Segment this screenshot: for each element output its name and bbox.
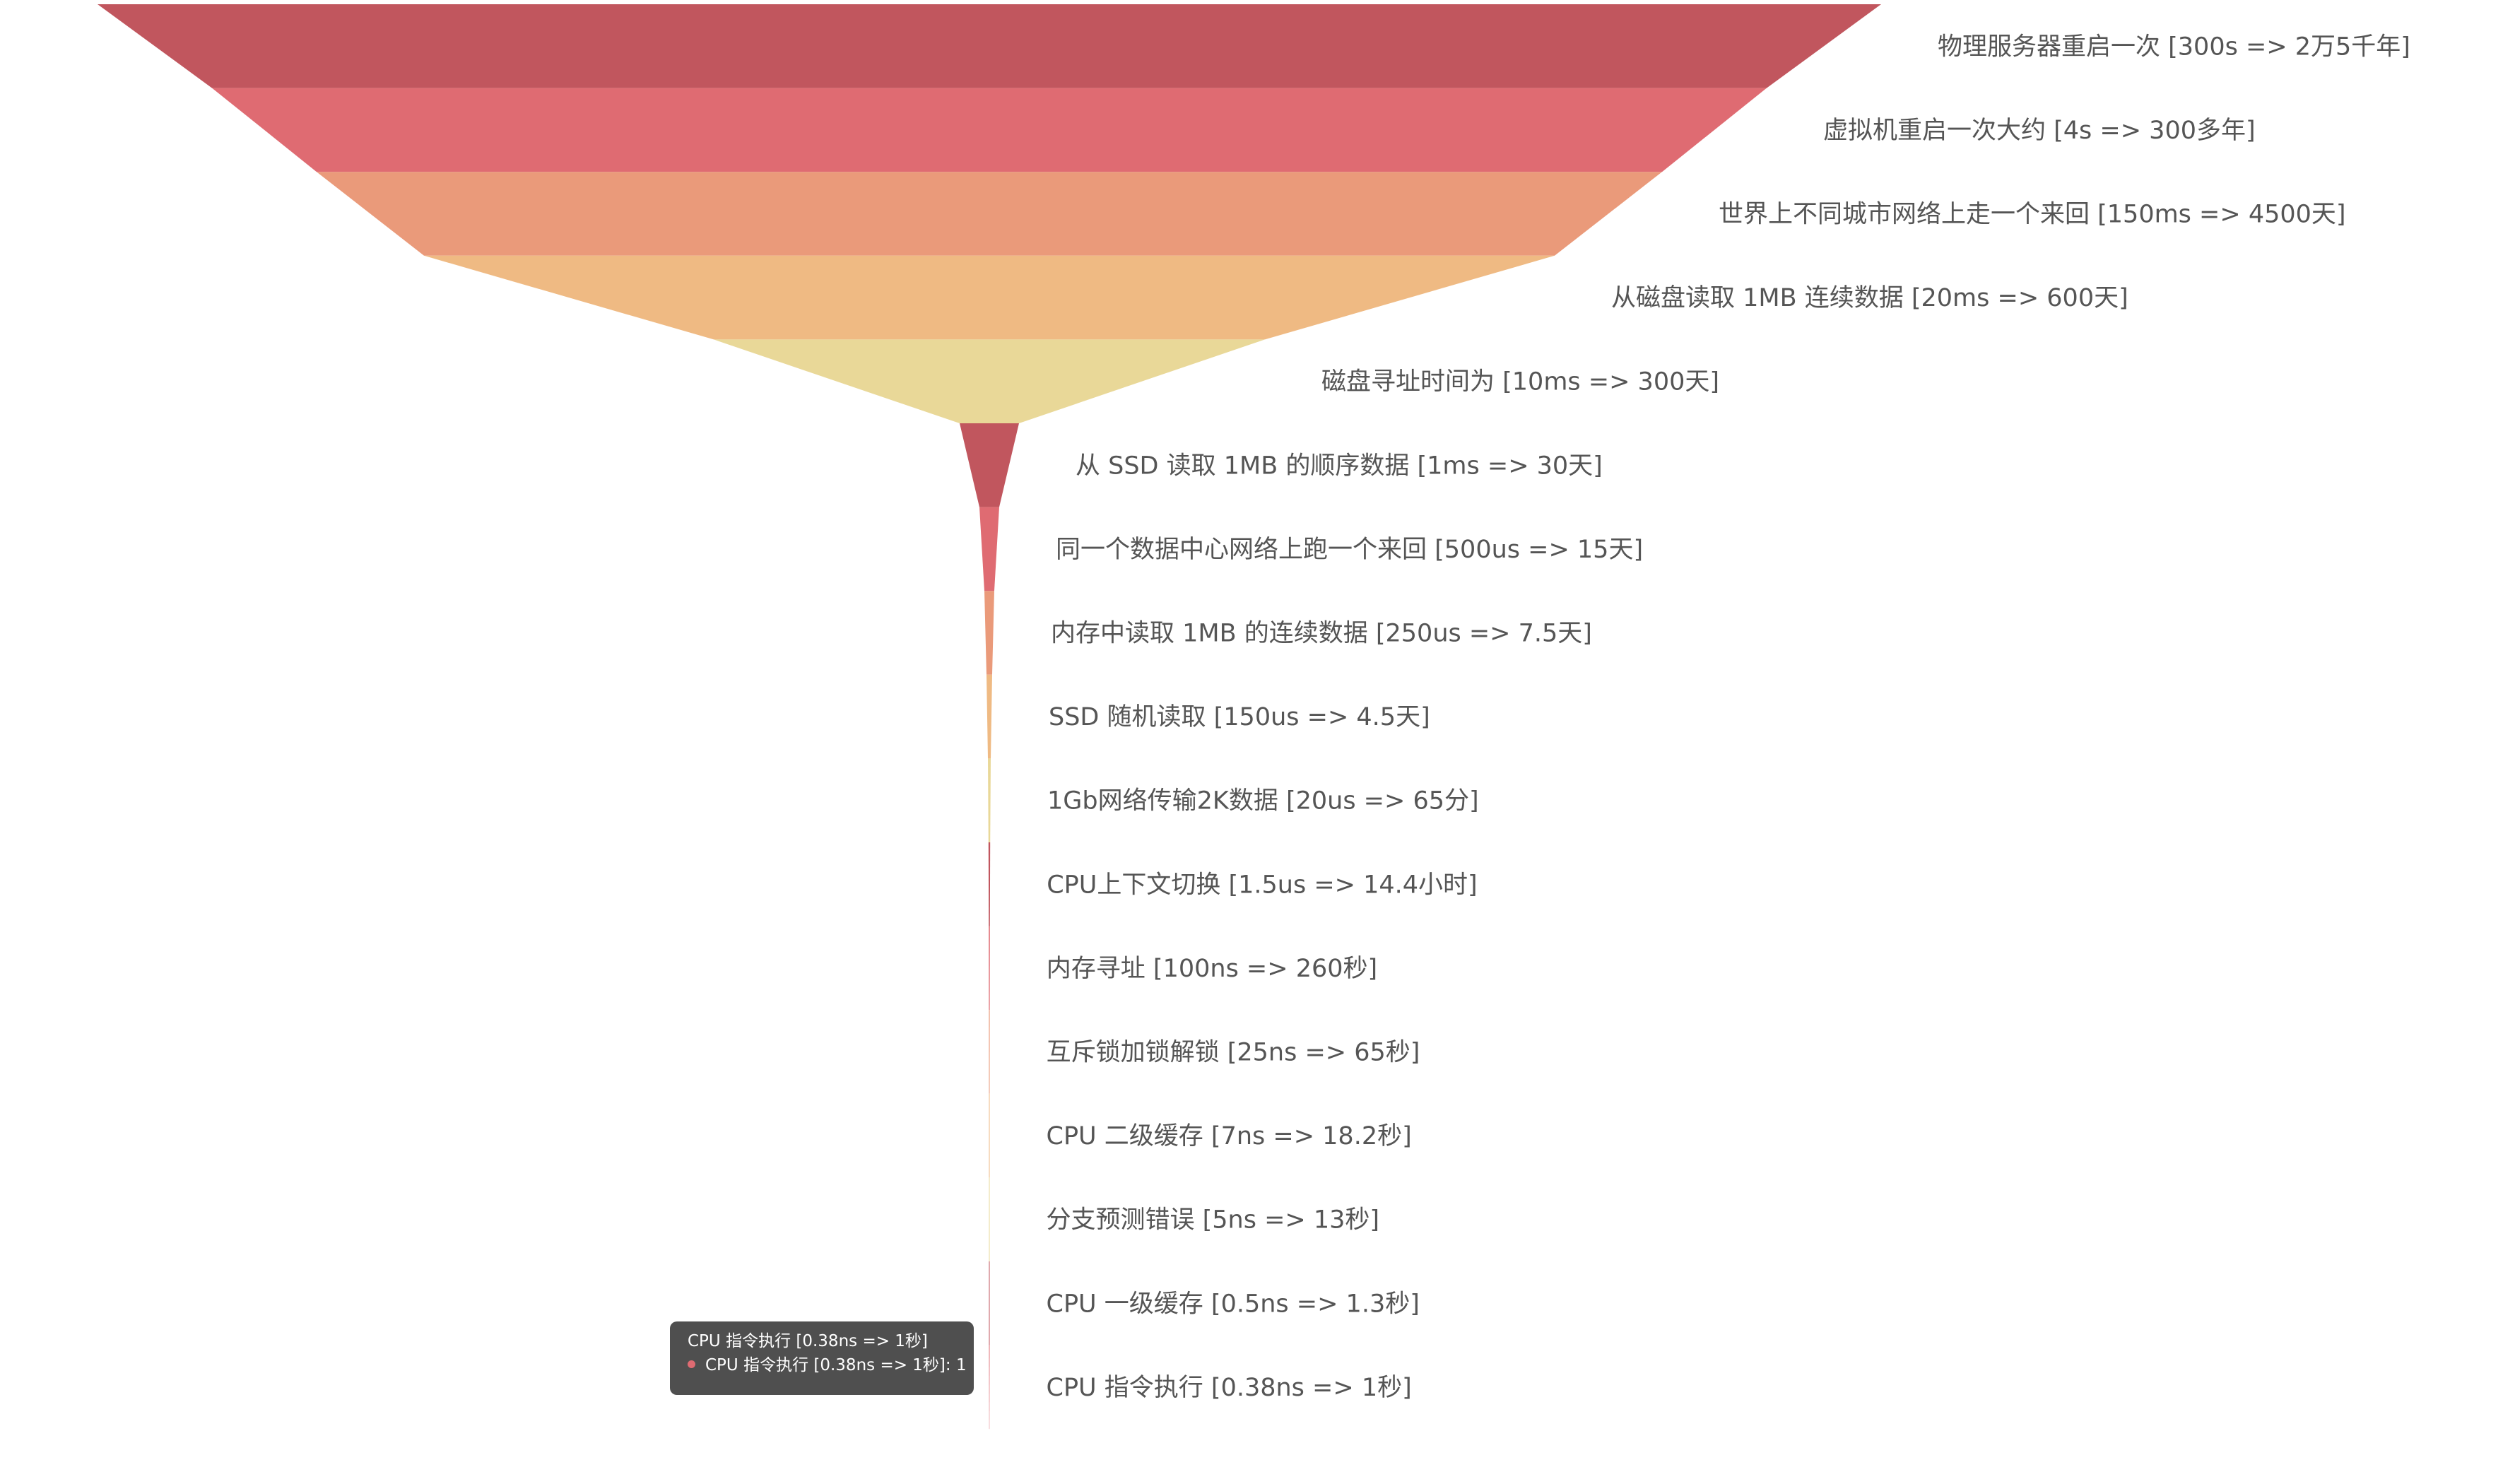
stage-label: 磁盘寻址时间为 [10ms => 300天] [1321, 368, 1719, 396]
funnel-stage[interactable] [979, 507, 999, 591]
funnel-stage[interactable] [714, 339, 1265, 423]
funnel-stage[interactable] [986, 674, 992, 759]
funnel-stages [98, 4, 1881, 1430]
tooltip-row: CPU 指令执行 [0.38ns => 1秒]: 1 [688, 1353, 974, 1378]
tooltip: CPU 指令执行 [0.38ns => 1秒] CPU 指令执行 [0.38ns… [670, 1321, 974, 1395]
stage-label: 从磁盘读取 1MB 连续数据 [20ms => 600天] [1611, 284, 2128, 312]
stage-label: 虚拟机重启一次大约 [4s => 300多年] [1823, 117, 2256, 145]
stage-label: 物理服务器重启一次 [300s => 2万5千年] [1938, 33, 2410, 61]
stage-label: 内存寻址 [100ns => 260秒] [1047, 955, 1377, 983]
funnel-stage[interactable] [960, 423, 1019, 507]
funnel-stage[interactable] [989, 1345, 990, 1430]
funnel-stage[interactable] [212, 88, 1767, 172]
funnel-stage[interactable] [989, 926, 990, 1011]
funnel-stage[interactable] [988, 842, 991, 926]
funnel-stage[interactable] [989, 1261, 990, 1345]
stage-label: 分支预测错误 [5ns => 13秒] [1047, 1206, 1380, 1235]
tooltip-series-dot [688, 1360, 695, 1368]
stage-label: CPU 指令执行 [0.38ns => 1秒] [1047, 1374, 1412, 1402]
stage-label: CPU 一级缓存 [0.5ns => 1.3秒] [1047, 1290, 1420, 1318]
stage-label: CPU 二级缓存 [7ns => 18.2秒] [1047, 1122, 1412, 1150]
tooltip-title: CPU 指令执行 [0.38ns => 1秒] [688, 1332, 928, 1350]
stage-label: 同一个数据中心网络上跑一个来回 [500us => 15天] [1056, 536, 1643, 564]
funnel-stage[interactable] [317, 172, 1662, 256]
tooltip-row-text: CPU 指令执行 [0.38ns => 1秒]: 1 [705, 1356, 967, 1374]
funnel-stage[interactable] [988, 758, 991, 842]
stage-label: CPU上下文切换 [1.5us => 14.4小时] [1047, 871, 1478, 899]
stage-label: 世界上不同城市网络上走一个来回 [150ms => 4500天] [1719, 201, 2346, 229]
stage-label: SSD 随机读取 [150us => 4.5天] [1049, 703, 1430, 731]
funnel-stage[interactable] [984, 591, 994, 675]
stage-label: 互斥锁加锁解锁 [25ns => 65秒] [1047, 1039, 1420, 1067]
stage-label: 内存中读取 1MB 的连续数据 [250us => 7.5天] [1051, 620, 1592, 648]
funnel-stage[interactable] [989, 1093, 990, 1178]
funnel-labels: 物理服务器重启一次 [300s => 2万5千年] 虚拟机重启一次大约 [4s =… [1047, 33, 2410, 1402]
funnel-stage[interactable] [989, 1177, 990, 1261]
funnel-stage[interactable] [424, 255, 1555, 340]
funnel-stage[interactable] [98, 4, 1881, 88]
stage-label: 从 SSD 读取 1MB 的顺序数据 [1ms => 30天] [1076, 452, 1603, 480]
stage-label: 1Gb网络传输2K数据 [20us => 65分] [1047, 787, 1479, 815]
